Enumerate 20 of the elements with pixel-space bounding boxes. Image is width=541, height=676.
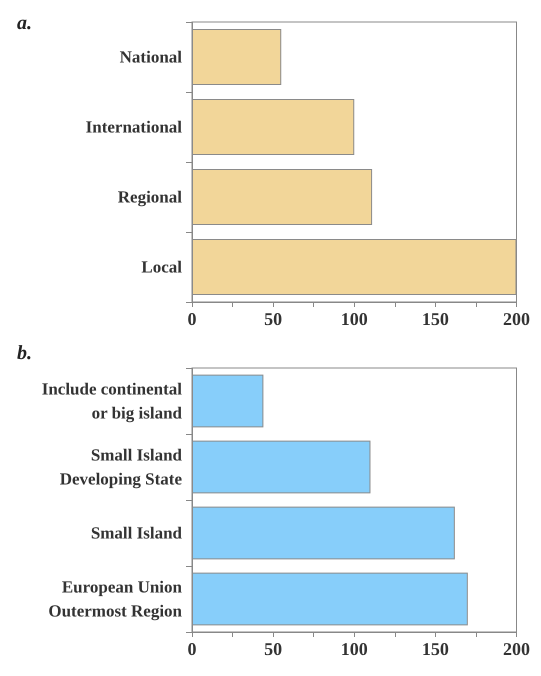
y-tick-label: Include continental or big island (42, 380, 183, 422)
x-tick-label: 0 (188, 639, 196, 659)
y-tick-label: Small Island Developing State (60, 446, 183, 488)
x-tick-label: 150 (422, 309, 449, 329)
y-tick-label: Local (141, 258, 182, 276)
y-tick-label: European Union Outermost Region (48, 578, 183, 620)
x-tick-label: 100 (340, 309, 368, 329)
x-tick-label: 50 (264, 639, 282, 659)
text: b. (17, 342, 32, 364)
x-tick-label: 200 (503, 309, 530, 329)
y-tick-label: Regional (118, 188, 182, 206)
x-tick-label: 150 (422, 639, 449, 659)
y-tick-label: National (120, 48, 182, 66)
x-tick-label: 50 (264, 309, 282, 329)
text: a. (17, 12, 32, 34)
x-tick-label: 200 (503, 639, 530, 659)
y-tick-label: Small Island (90, 524, 183, 542)
x-tick-label: 100 (340, 639, 368, 659)
x-tick-label: 0 (188, 309, 196, 329)
y-tick-label: International (86, 118, 182, 136)
